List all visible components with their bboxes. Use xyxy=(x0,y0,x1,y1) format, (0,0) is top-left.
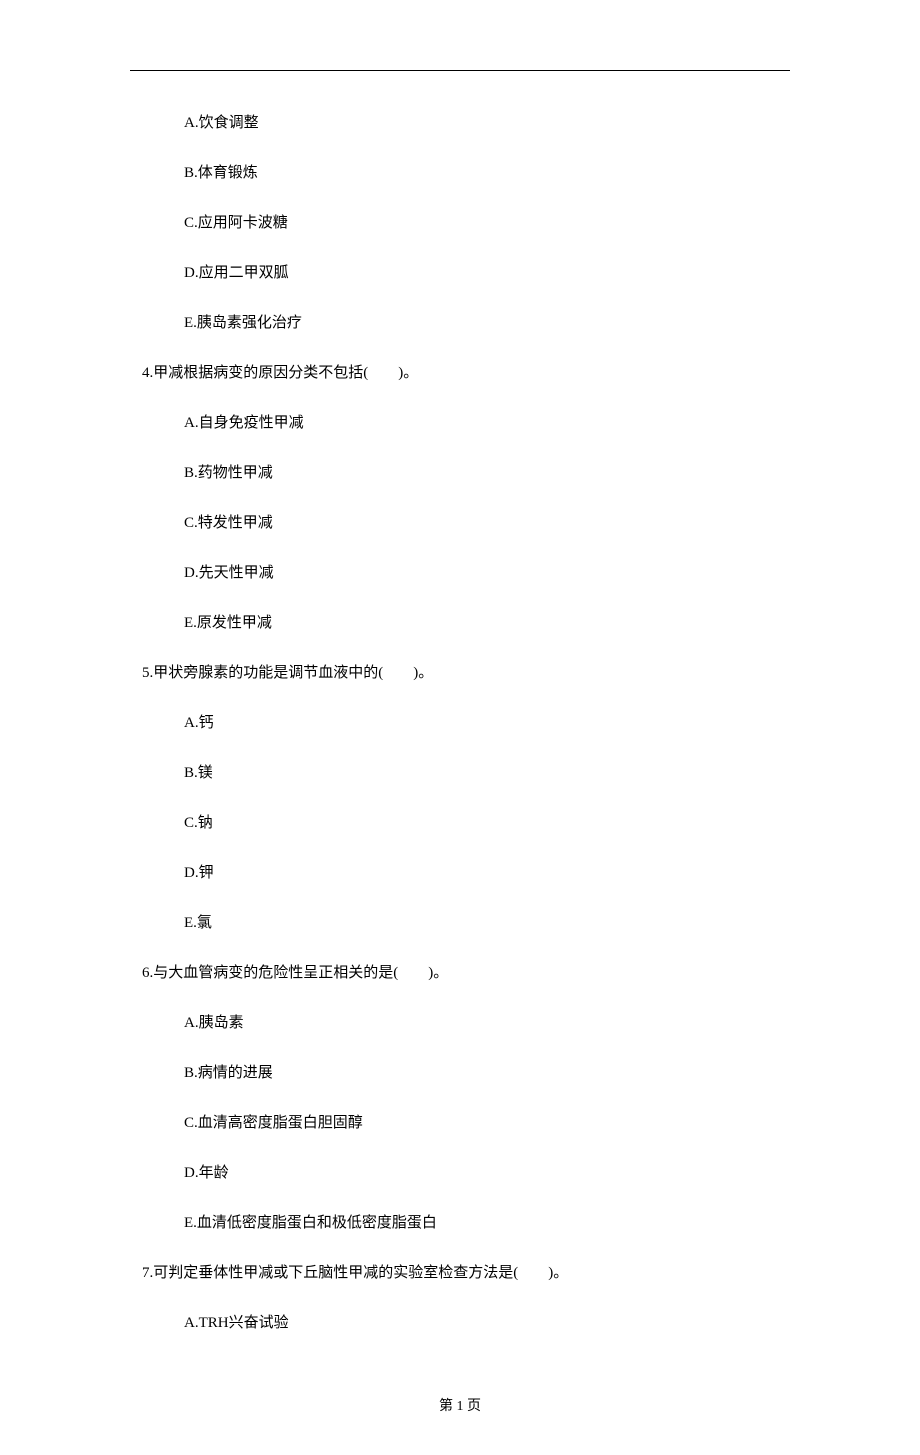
question-text: 7.可判定垂体性甲减或下丘脑性甲减的实验室检查方法是( )。 xyxy=(130,1261,790,1285)
option-text: E.胰岛素强化治疗 xyxy=(130,311,790,335)
option-text: E.血清低密度脂蛋白和极低密度脂蛋白 xyxy=(130,1211,790,1235)
option-text: A.自身免疫性甲减 xyxy=(130,411,790,435)
option-text: C.特发性甲减 xyxy=(130,511,790,535)
option-text: A.钙 xyxy=(130,711,790,735)
option-text: A.饮食调整 xyxy=(130,111,790,135)
option-text: D.年龄 xyxy=(130,1161,790,1185)
option-text: C.血清高密度脂蛋白胆固醇 xyxy=(130,1111,790,1135)
content-body: A.饮食调整 B.体育锻炼 C.应用阿卡波糖 D.应用二甲双胍 E.胰岛素强化治疗 4.甲… xyxy=(130,111,790,1335)
question-text: 4.甲减根据病变的原因分类不包括( )。 xyxy=(130,361,790,385)
question-text: 6.与大血管病变的危险性呈正相关的是( )。 xyxy=(130,961,790,985)
option-text: B.药物性甲减 xyxy=(130,461,790,485)
option-text: B.体育锻炼 xyxy=(130,161,790,185)
option-text: E.原发性甲减 xyxy=(130,611,790,635)
question-text: 5.甲状旁腺素的功能是调节血液中的( )。 xyxy=(130,661,790,685)
option-text: C.钠 xyxy=(130,811,790,835)
option-text: E.氯 xyxy=(130,911,790,935)
option-text: B.病情的进展 xyxy=(130,1061,790,1085)
option-text: B.镁 xyxy=(130,761,790,785)
option-text: C.应用阿卡波糖 xyxy=(130,211,790,235)
top-rule xyxy=(130,70,790,71)
option-text: A.胰岛素 xyxy=(130,1011,790,1035)
option-text: A.TRH兴奋试验 xyxy=(130,1311,790,1335)
option-text: D.应用二甲双胍 xyxy=(130,261,790,285)
page-footer: 第 1 页 xyxy=(130,1395,790,1415)
page: A.饮食调整 B.体育锻炼 C.应用阿卡波糖 D.应用二甲双胍 E.胰岛素强化治疗 4.甲… xyxy=(0,0,920,1455)
option-text: D.钾 xyxy=(130,861,790,885)
option-text: D.先天性甲减 xyxy=(130,561,790,585)
